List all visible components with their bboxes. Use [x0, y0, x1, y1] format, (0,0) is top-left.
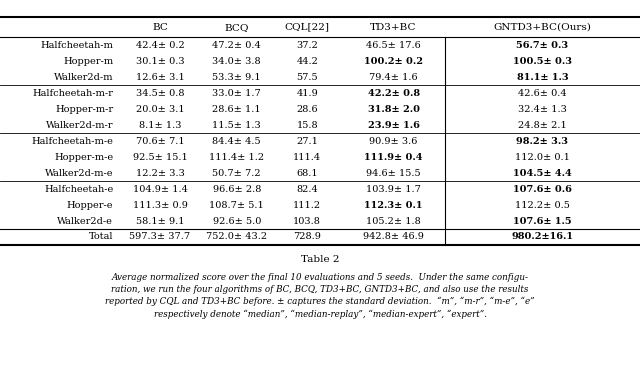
Text: 111.4: 111.4 [293, 153, 321, 162]
Text: 42.4± 0.2: 42.4± 0.2 [136, 41, 184, 50]
Text: Walker2d-m: Walker2d-m [54, 73, 113, 82]
Text: CQL[22]: CQL[22] [285, 22, 330, 32]
Text: 84.4± 4.5: 84.4± 4.5 [212, 137, 261, 146]
Text: 44.2: 44.2 [296, 57, 318, 66]
Text: 11.5± 1.3: 11.5± 1.3 [212, 121, 261, 130]
Text: Hopper-m-e: Hopper-m-e [54, 153, 113, 162]
Text: 104.5± 4.4: 104.5± 4.4 [513, 169, 572, 178]
Text: 107.6± 0.6: 107.6± 0.6 [513, 185, 572, 194]
Text: BC: BC [152, 22, 168, 32]
Text: 28.6± 1.1: 28.6± 1.1 [212, 105, 261, 114]
Text: 33.0± 1.7: 33.0± 1.7 [212, 89, 261, 98]
Text: 103.9± 1.7: 103.9± 1.7 [366, 185, 421, 194]
Text: 79.4± 1.6: 79.4± 1.6 [369, 73, 418, 82]
Text: 107.6± 1.5: 107.6± 1.5 [513, 217, 572, 226]
Text: 728.9: 728.9 [293, 233, 321, 242]
Text: 111.3± 0.9: 111.3± 0.9 [132, 200, 188, 209]
Text: 57.5: 57.5 [296, 73, 318, 82]
Text: BCQ: BCQ [225, 22, 249, 32]
Text: Average normalized score over the final 10 evaluations and 5 seeds.  Under the s: Average normalized score over the final … [105, 273, 535, 319]
Text: 111.2: 111.2 [293, 200, 321, 209]
Text: 980.2±16.1: 980.2±16.1 [511, 233, 573, 242]
Text: 50.7± 7.2: 50.7± 7.2 [212, 169, 261, 178]
Text: Walker2d-m-r: Walker2d-m-r [46, 121, 113, 130]
Text: 56.7± 0.3: 56.7± 0.3 [516, 41, 568, 50]
Text: Halfcheetah-m: Halfcheetah-m [40, 41, 113, 50]
Text: 103.8: 103.8 [293, 217, 321, 226]
Text: 100.5± 0.3: 100.5± 0.3 [513, 57, 572, 66]
Text: 20.0± 3.1: 20.0± 3.1 [136, 105, 184, 114]
Text: 24.8± 2.1: 24.8± 2.1 [518, 121, 567, 130]
Text: 53.3± 9.1: 53.3± 9.1 [212, 73, 261, 82]
Text: Hopper-e: Hopper-e [67, 200, 113, 209]
Text: 112.2± 0.5: 112.2± 0.5 [515, 200, 570, 209]
Text: 42.2± 0.8: 42.2± 0.8 [367, 89, 420, 98]
Text: Total: Total [89, 233, 113, 242]
Text: 82.4: 82.4 [296, 185, 318, 194]
Text: Halfcheetah-m-r: Halfcheetah-m-r [33, 89, 113, 98]
Text: 32.4± 1.3: 32.4± 1.3 [518, 105, 567, 114]
Text: 104.9± 1.4: 104.9± 1.4 [132, 185, 188, 194]
Text: 47.2± 0.4: 47.2± 0.4 [212, 41, 261, 50]
Text: Halfcheetah-m-e: Halfcheetah-m-e [31, 137, 113, 146]
Text: 942.8± 46.9: 942.8± 46.9 [363, 233, 424, 242]
Text: 42.6± 0.4: 42.6± 0.4 [518, 89, 566, 98]
Text: 41.9: 41.9 [296, 89, 318, 98]
Text: 46.5± 17.6: 46.5± 17.6 [366, 41, 421, 50]
Text: Hopper-m: Hopper-m [63, 57, 113, 66]
Text: 27.1: 27.1 [296, 137, 318, 146]
Text: GNTD3+BC(Ours): GNTD3+BC(Ours) [493, 22, 591, 32]
Text: 68.1: 68.1 [296, 169, 318, 178]
Text: 90.9± 3.6: 90.9± 3.6 [369, 137, 418, 146]
Text: 58.1± 9.1: 58.1± 9.1 [136, 217, 184, 226]
Text: Walker2d-e: Walker2d-e [58, 217, 113, 226]
Text: 752.0± 43.2: 752.0± 43.2 [206, 233, 268, 242]
Text: 108.7± 5.1: 108.7± 5.1 [209, 200, 264, 209]
Text: 15.8: 15.8 [296, 121, 318, 130]
Text: 34.0± 3.8: 34.0± 3.8 [212, 57, 261, 66]
Text: 8.1± 1.3: 8.1± 1.3 [139, 121, 181, 130]
Text: 597.3± 37.7: 597.3± 37.7 [129, 233, 191, 242]
Text: 37.2: 37.2 [296, 41, 318, 50]
Text: 105.2± 1.8: 105.2± 1.8 [366, 217, 421, 226]
Text: Table 2: Table 2 [301, 255, 339, 264]
Text: 34.5± 0.8: 34.5± 0.8 [136, 89, 184, 98]
Text: 98.2± 3.3: 98.2± 3.3 [516, 137, 568, 146]
Text: 100.2± 0.2: 100.2± 0.2 [364, 57, 423, 66]
Text: 112.3± 0.1: 112.3± 0.1 [364, 200, 423, 209]
Text: 12.2± 3.3: 12.2± 3.3 [136, 169, 184, 178]
Text: 112.0± 0.1: 112.0± 0.1 [515, 153, 570, 162]
Text: 92.5± 15.1: 92.5± 15.1 [132, 153, 188, 162]
Text: 111.9± 0.4: 111.9± 0.4 [364, 153, 423, 162]
Text: 23.9± 1.6: 23.9± 1.6 [367, 121, 420, 130]
Text: 94.6± 15.5: 94.6± 15.5 [366, 169, 421, 178]
Text: Halfcheetah-e: Halfcheetah-e [44, 185, 113, 194]
Text: 70.6± 7.1: 70.6± 7.1 [136, 137, 184, 146]
Text: 12.6± 3.1: 12.6± 3.1 [136, 73, 184, 82]
Text: 30.1± 0.3: 30.1± 0.3 [136, 57, 184, 66]
Text: 92.6± 5.0: 92.6± 5.0 [212, 217, 261, 226]
Text: 31.8± 2.0: 31.8± 2.0 [367, 105, 420, 114]
Text: 28.6: 28.6 [296, 105, 318, 114]
Text: Hopper-m-r: Hopper-m-r [55, 105, 113, 114]
Text: TD3+BC: TD3+BC [371, 22, 417, 32]
Text: 96.6± 2.8: 96.6± 2.8 [212, 185, 261, 194]
Text: 111.4± 1.2: 111.4± 1.2 [209, 153, 264, 162]
Text: Walker2d-m-e: Walker2d-m-e [45, 169, 113, 178]
Text: 81.1± 1.3: 81.1± 1.3 [516, 73, 568, 82]
